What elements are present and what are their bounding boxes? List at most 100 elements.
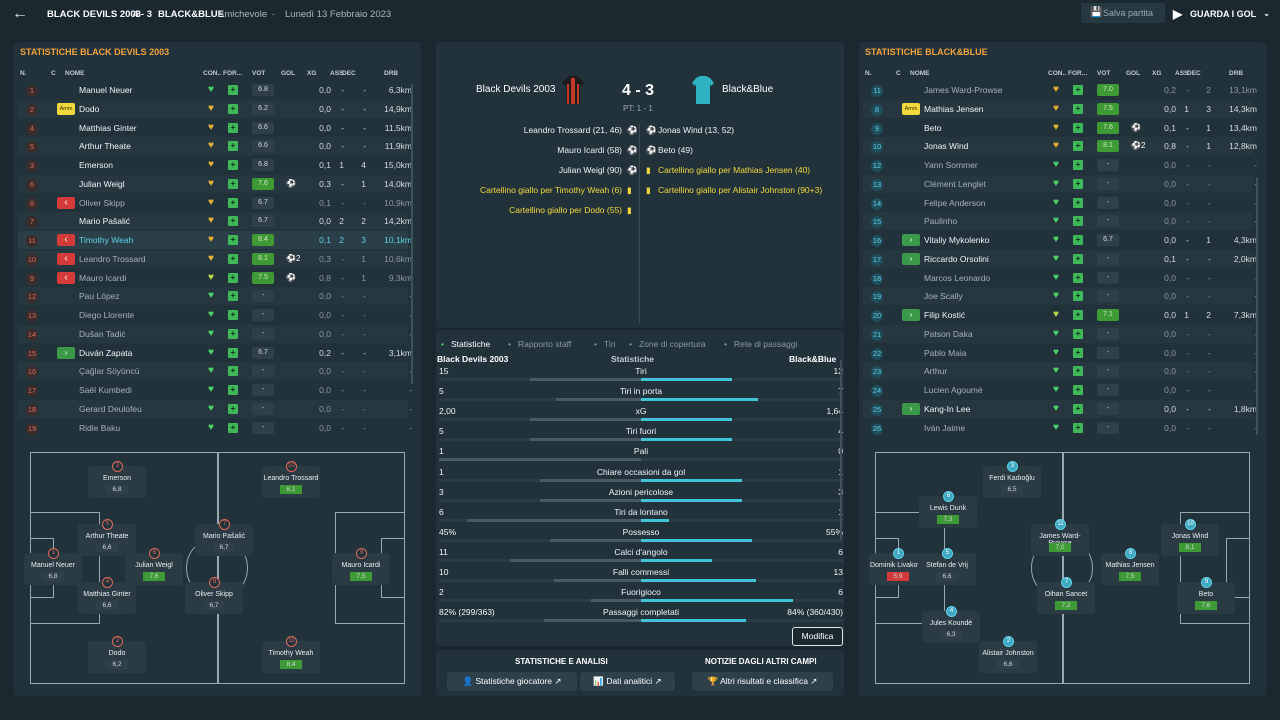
player-row[interactable]: 6 Julian Weigl ♥ +7.6 ⚽ 0,3- 1 14,0km (18, 174, 412, 193)
pitch-player[interactable]: 7 Oihan Sancet 7,2 (1037, 577, 1095, 614)
pitch-player[interactable]: 11 Timothy Weah 8,4 (262, 636, 320, 673)
pitch-player[interactable]: 10 Jonas Wind 8,1 (1161, 519, 1219, 556)
home-scrollbar[interactable] (411, 84, 413, 384)
player-name[interactable]: Leandro Trossard (79, 253, 146, 264)
column-header[interactable]: ASS (330, 70, 344, 77)
column-header[interactable]: N. (20, 70, 27, 77)
tab-zone-di-copertura[interactable]: Zone di copertura (639, 339, 706, 349)
pitch-player[interactable]: 1 Manuel Neuer 6,8 (24, 548, 82, 585)
player-name[interactable]: Dušan Tadić (79, 328, 126, 339)
player-name[interactable]: Riccardo Orsolini (924, 253, 989, 264)
pitch-player[interactable]: 8 Mathias Jensen 7,5 (1101, 548, 1159, 585)
tab-tiri[interactable]: Tiri (604, 339, 616, 349)
player-name[interactable]: Iván Jaime (924, 422, 966, 433)
stats-scrollbar[interactable] (840, 360, 842, 540)
pitch-player[interactable]: 10 Leandro Trossard 8,1 (262, 461, 320, 498)
player-stats-button[interactable]: 👤 Statistiche giocatore ↗ (447, 672, 577, 691)
tab-statistiche[interactable]: Statistiche (451, 339, 491, 349)
player-row[interactable]: 19 Ridle Baku ♥ + -0,0- - - (18, 419, 412, 437)
player-name[interactable]: Joe Scally (924, 291, 963, 302)
player-name[interactable]: Yann Sommer (924, 160, 978, 170)
column-header[interactable]: DRB (1229, 70, 1244, 77)
column-header[interactable]: C (51, 70, 56, 77)
pitch-player[interactable]: 9 Mauro Icardi 7,5 (332, 548, 390, 585)
player-name[interactable]: Saël Kumbedi (79, 385, 132, 395)
column-header[interactable]: DRB (384, 70, 399, 77)
player-name[interactable]: Jonas Wind (924, 141, 969, 152)
player-name[interactable]: Arthur Theate (79, 141, 131, 152)
player-name[interactable]: Mario Pašalić (79, 216, 131, 227)
pitch-player[interactable]: 2 Alistair Johnston 6,6 (979, 636, 1037, 673)
player-row[interactable]: 17 Saël Kumbedi ♥ + -0,0- - - (18, 381, 412, 399)
player-name[interactable]: Patson Daka (924, 328, 973, 339)
chevron-down-icon[interactable]: ⌄ (1263, 9, 1270, 18)
column-header[interactable]: NOME (910, 70, 930, 77)
player-name[interactable]: Felipe Anderson (924, 197, 986, 208)
player-name[interactable]: Gerard Deulofeu (79, 403, 142, 414)
column-header[interactable]: DEC (1187, 70, 1201, 77)
away-scrollbar[interactable] (1256, 177, 1258, 435)
player-row[interactable]: 18 Gerard Deulofeu ♥ + -0,0- - - (18, 399, 412, 418)
pitch-player[interactable]: 5 Arthur Theate 6,6 (78, 519, 136, 556)
player-name[interactable]: Matthias Ginter (79, 122, 137, 133)
player-name[interactable]: Marcos Leonardo (924, 272, 991, 283)
player-row[interactable]: 12 Yann Sommer ♥ + -0,0- - - (863, 156, 1257, 174)
column-header[interactable]: VOT (252, 70, 266, 77)
player-name[interactable]: Julian Weigl (79, 178, 125, 189)
column-header[interactable]: GOL (1126, 70, 1141, 77)
pitch-player[interactable]: 2 Dodo 6,2 (88, 636, 146, 673)
player-name[interactable]: Ridle Baku (79, 422, 121, 433)
player-name[interactable]: Manuel Neuer (79, 85, 133, 95)
pitch-player[interactable]: 3 Emerson 6,8 (88, 461, 146, 498)
tab-rete-di-passaggi[interactable]: Rete di passaggi (734, 339, 798, 349)
column-header[interactable]: N. (865, 70, 872, 77)
pitch-player[interactable]: 9 Beto 7,6 (1177, 577, 1235, 614)
player-row[interactable]: 3 Emerson ♥ +6.8 0,1 1 4 15,0km (18, 156, 412, 174)
player-name[interactable]: Kang-In Lee (924, 403, 971, 414)
back-arrow-icon[interactable]: ← (12, 5, 28, 22)
watch-goals-button[interactable]: ▶ GUARDA I GOL ⌄ (1170, 4, 1270, 24)
column-header[interactable]: C (896, 70, 901, 77)
player-row[interactable]: 10 Jonas Wind ♥ +8.1 ⚽2 0,8- 1 12,8km (863, 137, 1257, 156)
pitch-player[interactable]: 6 Julian Weigl 7,6 (125, 548, 183, 585)
player-row[interactable]: 11 ‹ Timothy Weah ♥ +8.4 0,1 2 3 10,1km (18, 231, 412, 249)
player-name[interactable]: Beto (924, 122, 942, 133)
player-row[interactable]: 11 James Ward-Prowse ♥ +7.0 0,2- 2 13,1km (863, 81, 1257, 99)
player-name[interactable]: Filip Kostić (924, 310, 966, 320)
player-name[interactable]: James Ward-Prowse (924, 85, 1003, 95)
player-name[interactable]: Mathias Jensen (924, 103, 984, 114)
column-header[interactable]: FOR... (1068, 70, 1088, 77)
player-row[interactable]: 8 Amm Mathias Jensen ♥ +7.5 0,0 1 3 14,3km (863, 99, 1257, 118)
player-name[interactable]: Arthur (924, 366, 948, 377)
player-name[interactable]: Duván Zapata (79, 347, 133, 358)
player-row[interactable]: 7 Mario Pašalić ♥ +6.7 0,0 2 2 14,2km (18, 212, 412, 231)
player-row[interactable]: 15 › Duván Zapata ♥ +6.7 0,2- -3,1km (18, 344, 412, 362)
pitch-player[interactable]: 5 Stefan de Vrij 6,6 (918, 548, 976, 585)
pitch-player[interactable]: 4 Jules Koundé 6,3 (922, 606, 980, 643)
player-row[interactable]: 17 › Riccardo Orsolini ♥ + -0,1- -2,0km (863, 249, 1257, 268)
player-name[interactable]: Mauro Icardi (79, 272, 127, 283)
other-results-button[interactable]: 🏆 Altri risultati e classifica ↗ (692, 672, 833, 691)
player-row[interactable]: 20 › Filip Kostić ♥ +7.1 0,0 1 2 7,3km (863, 306, 1257, 324)
column-header[interactable]: NOME (65, 70, 85, 77)
modify-button[interactable]: Modifica (792, 627, 843, 646)
column-header[interactable]: GOL (281, 70, 296, 77)
column-header[interactable]: CON.. (203, 70, 222, 77)
player-name[interactable]: Clément Lenglet (924, 178, 986, 189)
player-name[interactable]: Lucien Agoumé (924, 385, 983, 395)
column-header[interactable]: XG (307, 70, 317, 77)
pitch-player[interactable]: 6 Lewis Dunk 7,3 (919, 491, 977, 528)
player-name[interactable]: Paulinho (924, 216, 958, 227)
